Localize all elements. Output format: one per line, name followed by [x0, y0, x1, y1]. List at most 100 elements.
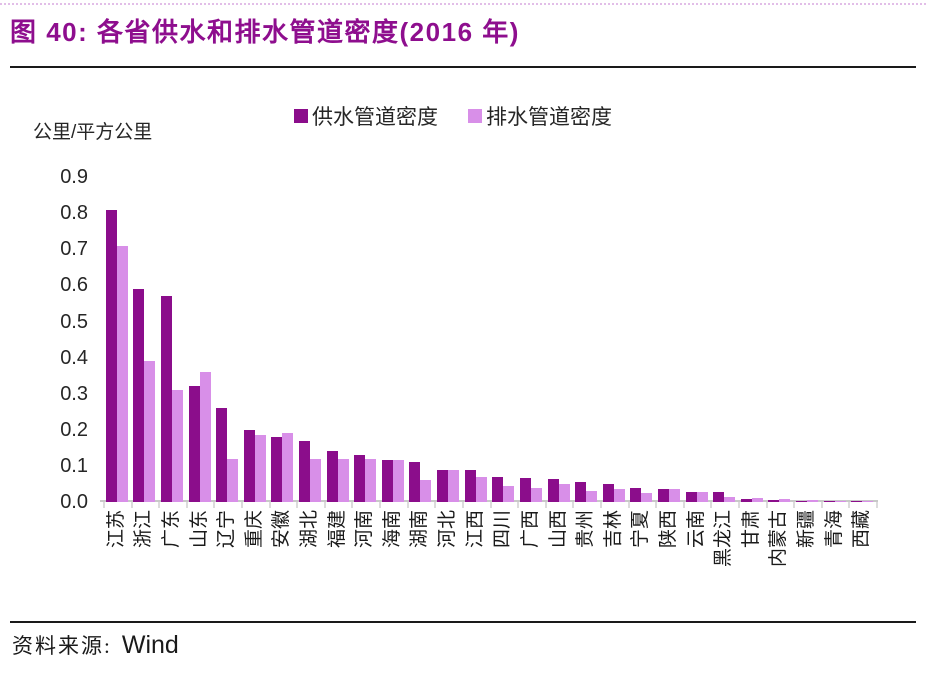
y-tick-label: 0.2 [60, 418, 88, 441]
x-category-label: 福建 [326, 509, 348, 548]
bar-supply [492, 476, 504, 502]
bar-supply [768, 500, 780, 502]
bar-drain [862, 500, 874, 502]
x-axis-tick [241, 502, 244, 508]
y-tick-label: 0.8 [60, 202, 88, 225]
x-category-label: 甘肃 [740, 509, 762, 548]
bar-drain [613, 489, 625, 502]
x-axis-tick [323, 502, 326, 508]
bar-drain [365, 458, 377, 502]
bar-supply [795, 500, 807, 502]
bar-drain [337, 458, 349, 502]
bar-drain [227, 458, 239, 502]
x-category-label: 新疆 [795, 509, 817, 548]
legend-item-supply: 供水管道密度 [294, 101, 438, 131]
bar-supply [243, 429, 255, 502]
bar-supply [161, 296, 173, 502]
x-axis-tick [213, 502, 216, 508]
x-axis-tick [572, 502, 575, 508]
x-axis-tick [268, 502, 271, 508]
x-category-label: 海南 [381, 509, 403, 548]
x-category-label: 河北 [437, 509, 459, 548]
x-category-label: 宁夏 [630, 509, 652, 548]
x-axis-tick [793, 502, 796, 508]
bar-drain [586, 491, 598, 502]
x-axis-tick [434, 502, 437, 508]
x-category-label: 山西 [547, 509, 569, 548]
y-tick-label: 0.9 [60, 166, 88, 189]
x-category-label: 安徽 [271, 509, 293, 548]
bar-drain [779, 499, 791, 502]
x-axis-tick [351, 502, 354, 508]
x-category-label: 浙江 [133, 509, 155, 548]
legend-label-drain: 排水管道密度 [486, 106, 612, 129]
legend-label-supply: 供水管道密度 [312, 106, 438, 129]
y-tick-label: 0.7 [60, 238, 88, 261]
bar-supply [464, 469, 476, 502]
x-axis-tick [130, 502, 133, 508]
bar-drain [420, 480, 432, 502]
x-axis-tick [158, 502, 161, 508]
y-tick-label: 0.5 [60, 310, 88, 333]
bar-supply [409, 462, 421, 502]
bar-supply [602, 483, 614, 502]
legend-marker-supply [294, 109, 308, 123]
x-category-label: 湖北 [299, 509, 321, 548]
bar-supply [685, 491, 697, 502]
bar-supply [437, 469, 449, 502]
bar-supply [299, 440, 311, 502]
x-category-label: 江苏 [105, 509, 127, 548]
page-top-artifact [0, 3, 926, 5]
bar-drain [530, 487, 542, 502]
bar-drain [172, 390, 184, 502]
bar-drain [641, 492, 653, 502]
x-category-label: 贵州 [575, 509, 597, 548]
source-prefix: 资料来源: [12, 634, 112, 658]
bar-drain [392, 460, 404, 502]
x-axis-tick [627, 502, 630, 508]
x-category-label: 河南 [354, 509, 376, 548]
bar-supply [133, 289, 145, 502]
x-category-label: 青海 [823, 509, 845, 548]
x-category-label: 辽宁 [216, 509, 238, 548]
x-axis-tick [489, 502, 492, 508]
bar-drain [558, 483, 570, 502]
source-name: Wind [121, 631, 179, 659]
bar-drain [834, 500, 846, 502]
bar-supply [630, 487, 642, 502]
bar-drain [448, 469, 460, 502]
x-category-label: 四川 [492, 509, 514, 548]
x-axis-tick [682, 502, 685, 508]
x-axis-tick [820, 502, 823, 508]
x-category-label: 湖南 [409, 509, 431, 548]
x-category-label: 云南 [685, 509, 707, 548]
x-axis-tick [103, 502, 105, 508]
bar-supply [823, 500, 835, 502]
x-axis-tick [765, 502, 768, 508]
legend-item-drain: 排水管道密度 [468, 101, 612, 131]
bar-drain [503, 485, 515, 502]
x-axis-line [100, 500, 878, 502]
figure-title: 图 40: 各省供水和排水管道密度(2016 年) [10, 17, 520, 47]
bar-supply [188, 386, 200, 502]
bar-supply [657, 489, 669, 502]
x-category-label: 西藏 [851, 509, 873, 548]
y-tick-label: 0.0 [60, 491, 88, 513]
bar-drain [144, 361, 156, 502]
x-category-label: 广东 [161, 509, 183, 548]
bar-drain [282, 433, 294, 502]
x-axis-tick [737, 502, 740, 508]
x-category-label: 重庆 [243, 509, 265, 548]
bar-drain [751, 498, 763, 502]
bar-drain [254, 435, 266, 502]
x-axis-tick [544, 502, 547, 508]
bar-drain [199, 372, 211, 502]
bar-supply [216, 408, 228, 502]
x-category-label: 江西 [464, 509, 486, 548]
x-category-label: 陕西 [657, 509, 679, 548]
x-axis-tick [406, 502, 409, 508]
x-axis-tick [876, 502, 878, 508]
x-axis-tick [599, 502, 602, 508]
bar-drain [116, 245, 128, 502]
x-category-label: 山东 [188, 509, 210, 548]
